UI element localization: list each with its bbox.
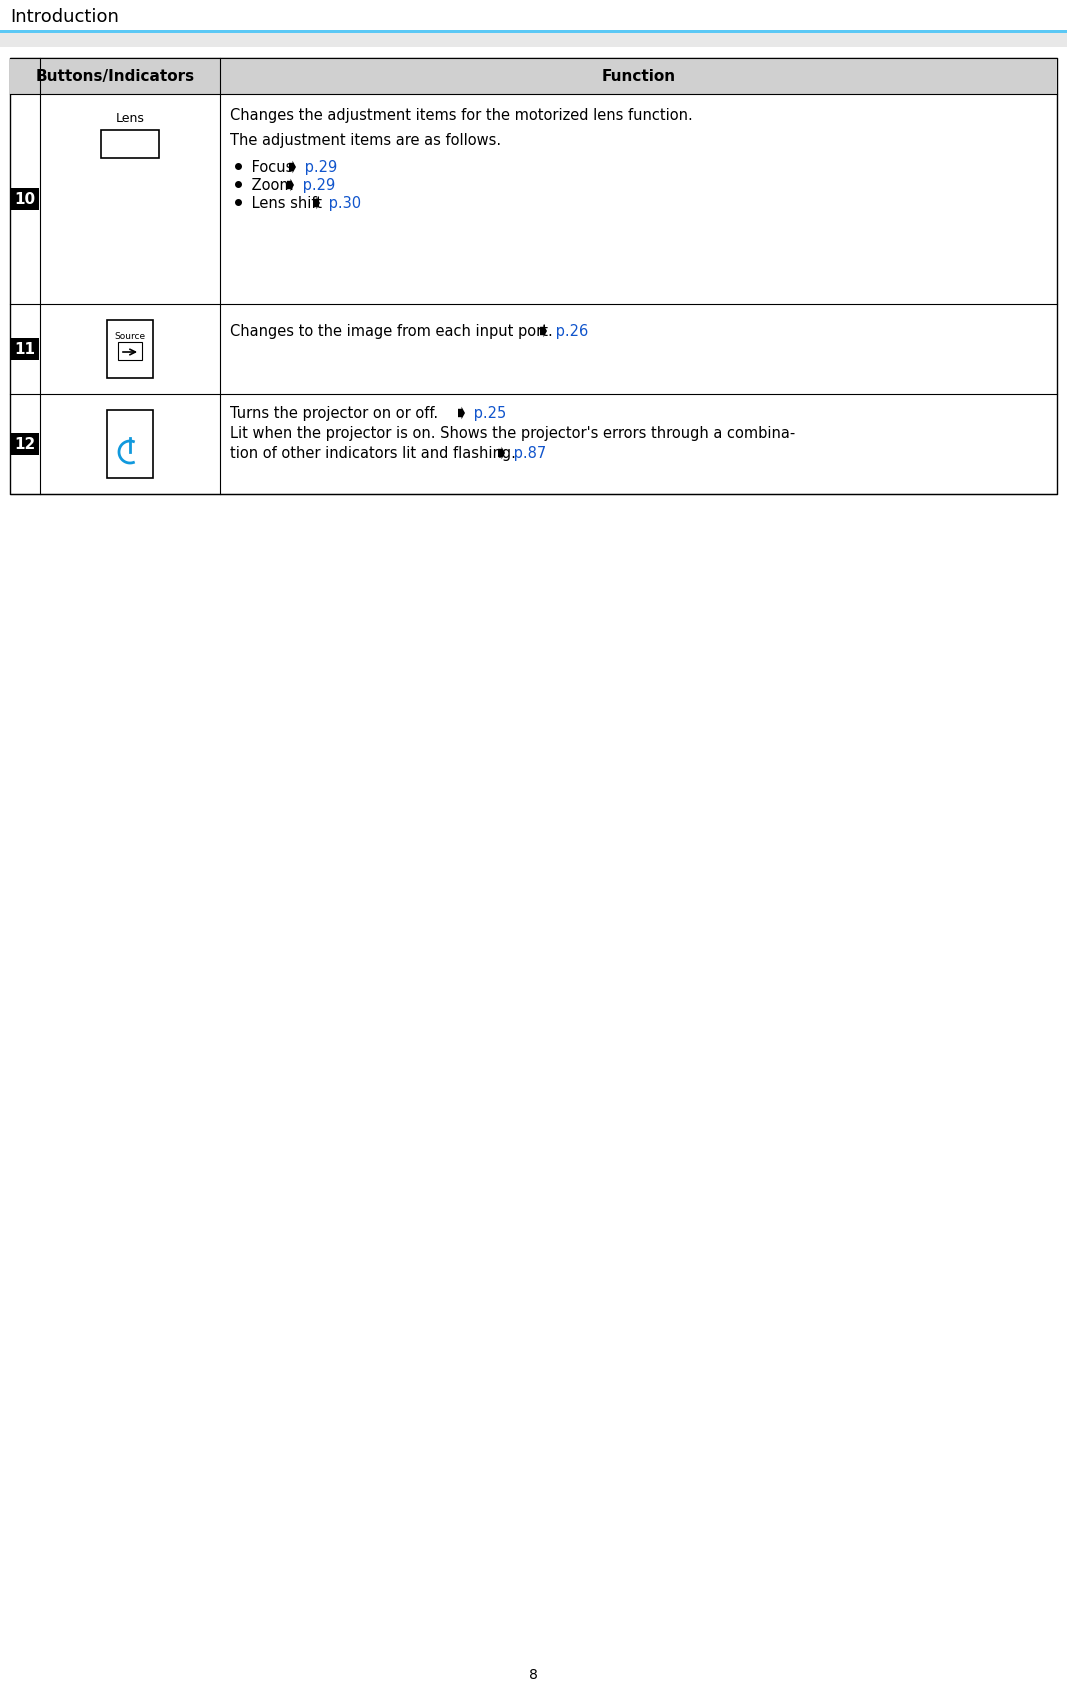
Bar: [118, 342, 142, 359]
Text: 11: 11: [15, 341, 35, 356]
Text: Changes to the image from each input port.: Changes to the image from each input por…: [230, 324, 557, 339]
Text: p.29: p.29: [300, 160, 337, 174]
Text: Function: Function: [602, 69, 675, 83]
Text: Introduction: Introduction: [10, 8, 118, 25]
Text: 12: 12: [14, 437, 35, 452]
Polygon shape: [313, 197, 320, 209]
Polygon shape: [289, 160, 296, 174]
Text: Lens shift: Lens shift: [246, 196, 327, 211]
Text: The adjustment items are as follows.: The adjustment items are as follows.: [230, 133, 501, 148]
Bar: [0, 30, 1067, 34]
Text: p.26: p.26: [551, 324, 588, 339]
Bar: [10, 57, 1057, 494]
Polygon shape: [287, 179, 294, 191]
Text: Lens: Lens: [115, 111, 144, 125]
Text: Source: Source: [114, 332, 145, 341]
Text: p.29: p.29: [298, 177, 335, 192]
Text: Focus: Focus: [246, 160, 298, 175]
Text: Turns the projector on or off.: Turns the projector on or off.: [230, 407, 443, 422]
Polygon shape: [498, 447, 505, 459]
Text: tion of other indicators lit and flashing.: tion of other indicators lit and flashin…: [230, 445, 521, 461]
Text: 8: 8: [529, 1668, 538, 1682]
Text: 10: 10: [15, 192, 35, 206]
Polygon shape: [540, 324, 547, 337]
Text: Zoom: Zoom: [246, 179, 299, 192]
Bar: [107, 410, 153, 477]
Text: p.87: p.87: [509, 445, 546, 461]
Text: Buttons/Indicators: Buttons/Indicators: [35, 69, 194, 83]
Bar: [10, 57, 1057, 94]
Text: p.25: p.25: [469, 405, 506, 420]
Text: p.30: p.30: [324, 196, 361, 211]
Text: Lit when the projector is on. Shows the projector's errors through a combina-: Lit when the projector is on. Shows the …: [230, 427, 795, 440]
Bar: [101, 130, 159, 159]
Polygon shape: [458, 407, 465, 420]
Bar: [0, 34, 1067, 47]
Bar: [107, 321, 153, 378]
Text: Changes the adjustment items for the motorized lens function.: Changes the adjustment items for the mot…: [230, 108, 692, 123]
